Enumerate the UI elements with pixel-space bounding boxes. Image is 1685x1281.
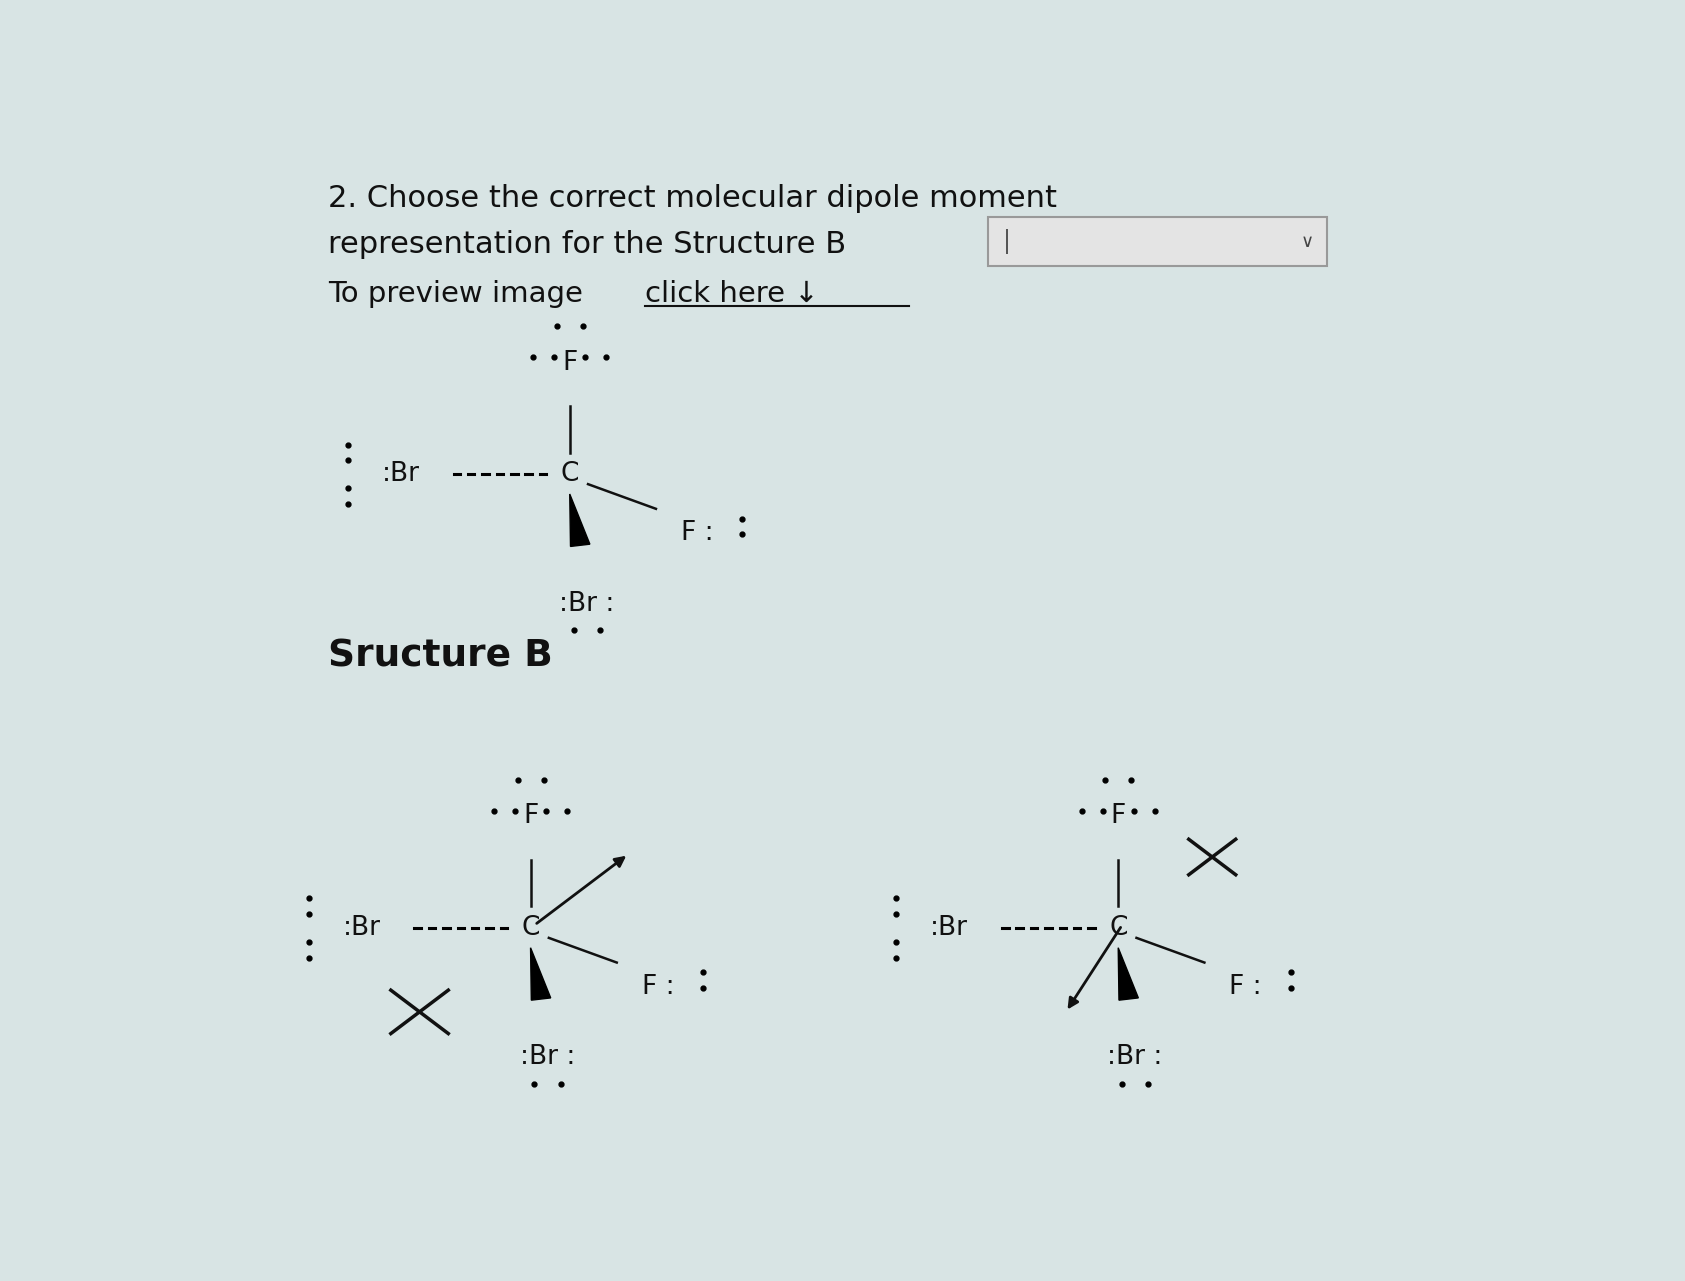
Text: click here ↓: click here ↓ xyxy=(645,279,819,307)
Polygon shape xyxy=(531,948,551,1000)
Polygon shape xyxy=(570,494,590,547)
Polygon shape xyxy=(1119,948,1139,1000)
Text: :Br: :Br xyxy=(381,461,420,487)
Text: :Br: :Br xyxy=(342,915,381,942)
Text: C: C xyxy=(561,461,580,487)
Text: representation for the Structure B: representation for the Structure B xyxy=(329,231,846,259)
Text: C: C xyxy=(1109,915,1127,942)
Text: C: C xyxy=(521,915,539,942)
Text: Sructure B: Sructure B xyxy=(329,639,553,675)
Text: ∨: ∨ xyxy=(1301,233,1314,251)
Text: F: F xyxy=(1110,803,1126,829)
Text: F :: F : xyxy=(1228,975,1262,1000)
Text: :Br :: :Br : xyxy=(1107,1044,1163,1071)
FancyBboxPatch shape xyxy=(987,216,1328,266)
Text: |: | xyxy=(1003,229,1011,254)
Text: F :: F : xyxy=(681,520,713,547)
Text: F: F xyxy=(522,803,538,829)
Text: F :: F : xyxy=(642,975,674,1000)
Text: :Br :: :Br : xyxy=(559,591,615,616)
Text: To preview image: To preview image xyxy=(329,279,593,307)
Text: :Br :: :Br : xyxy=(521,1044,575,1071)
Text: 2. Choose the correct molecular dipole moment: 2. Choose the correct molecular dipole m… xyxy=(329,183,1056,213)
Text: F: F xyxy=(563,350,578,375)
Text: :Br: :Br xyxy=(930,915,967,942)
